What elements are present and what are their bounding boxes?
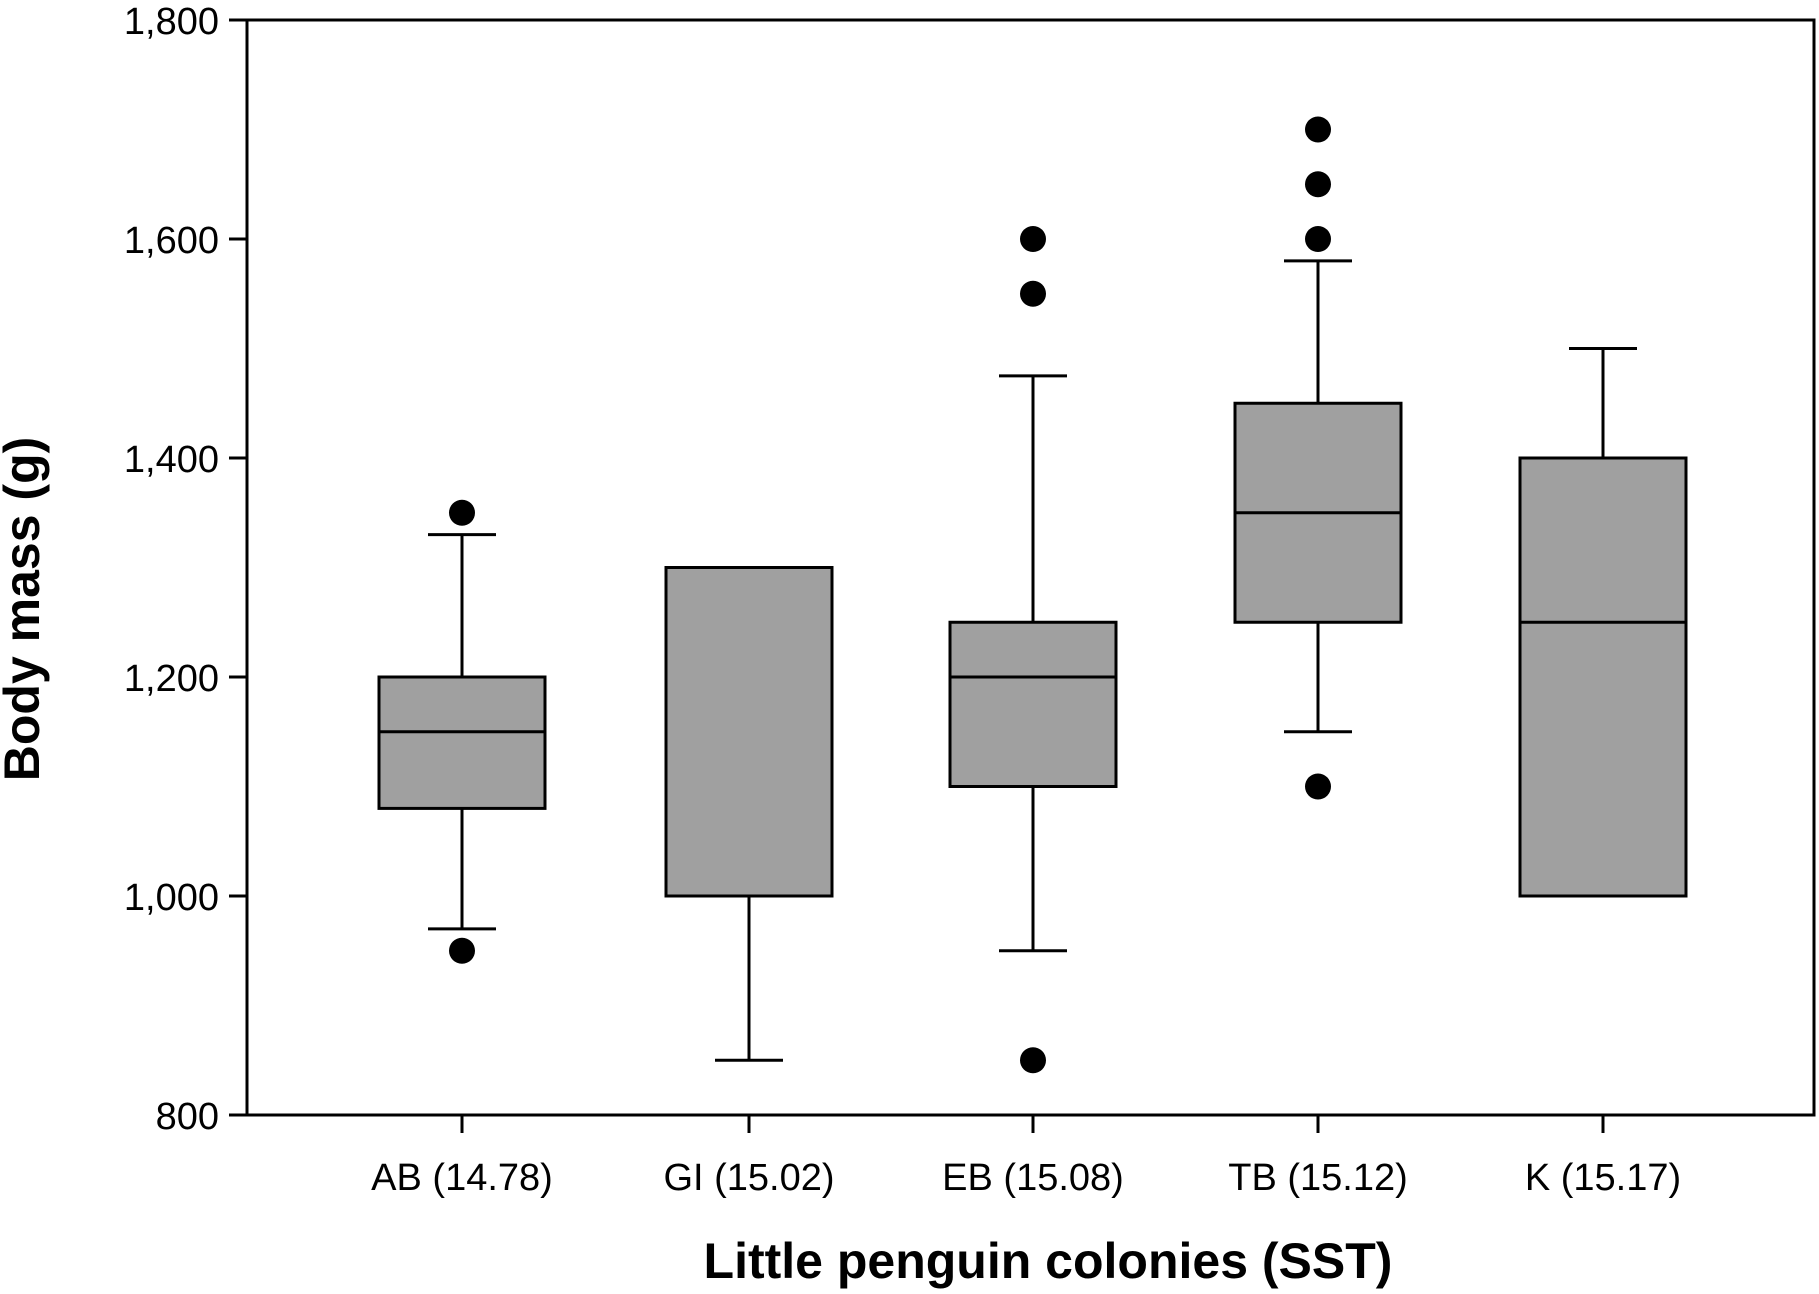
iqr-box	[1518, 456, 1688, 898]
outlier-point	[1020, 280, 1046, 307]
iqr-box	[948, 620, 1118, 788]
y-tick-label: 1,200	[124, 658, 219, 700]
y-tick-label: 1,400	[124, 439, 219, 481]
outlier-point	[1305, 171, 1331, 198]
x-tick-label: GI (15.02)	[663, 1157, 834, 1199]
x-tick-label: TB (15.12)	[1228, 1157, 1408, 1199]
y-tick-label: 1,000	[124, 877, 219, 919]
outlier-point	[1305, 773, 1331, 800]
box-group	[664, 566, 834, 1062]
outlier-point	[1020, 226, 1046, 252]
outlier-point	[1020, 1047, 1046, 1074]
outlier-point	[449, 499, 475, 526]
outlier-point	[1305, 116, 1331, 143]
outlier-point	[449, 937, 475, 964]
x-tick-label: EB (15.08)	[942, 1157, 1124, 1199]
plot-layer	[377, 116, 1688, 1074]
box-group	[948, 226, 1118, 1074]
axis-layer: 800 1,000 1,200 1,400 1,600 1,800 AB (14.78) GI…	[124, 1, 1816, 1199]
x-tick-label: K (15.17)	[1525, 1157, 1681, 1199]
y-tick-label: 800	[156, 1096, 219, 1138]
box-group	[377, 499, 547, 964]
box-group	[1233, 116, 1403, 800]
outlier-point	[1305, 226, 1331, 252]
x-axis-title: Little penguin colonies (SST)	[704, 1233, 1393, 1289]
iqr-box	[377, 675, 547, 810]
iqr-box	[664, 566, 834, 898]
box-group	[1518, 347, 1688, 898]
x-tick-label: AB (14.78)	[371, 1157, 553, 1199]
y-tick-label: 1,600	[124, 220, 219, 262]
plot-frame	[245, 18, 1816, 1117]
y-axis-title: Body mass (g)	[0, 437, 50, 782]
y-tick-label: 1,800	[124, 1, 219, 43]
